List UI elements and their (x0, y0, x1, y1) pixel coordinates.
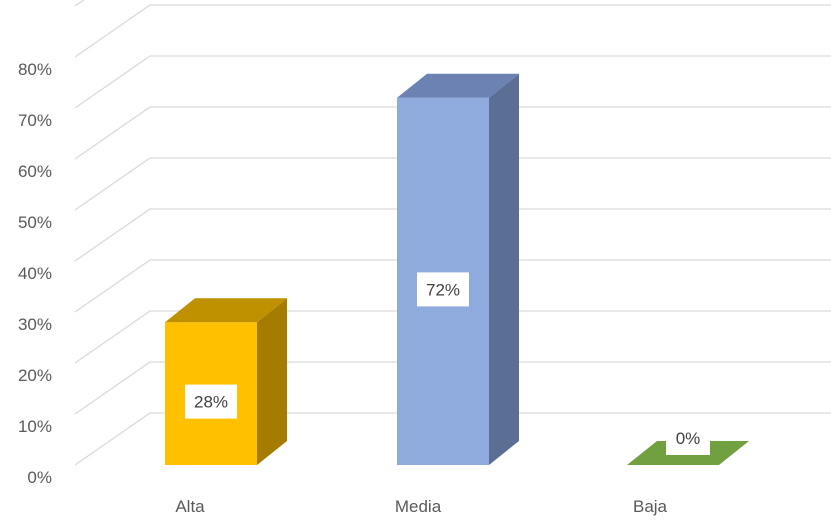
x-axis-categories: Alta Media Baja (175, 497, 667, 516)
bar-alta (165, 298, 287, 465)
data-label: 28% (185, 384, 237, 419)
x-category-label: Media (395, 497, 442, 516)
y-tick-label: 30% (18, 315, 52, 334)
y-tick-label: 0% (27, 468, 52, 487)
gridline (74, 106, 831, 160)
data-label-text: 28% (194, 393, 228, 412)
gridline (74, 4, 831, 58)
data-label-box (417, 272, 469, 307)
y-tick-label: 60% (18, 162, 52, 181)
bar-top (165, 298, 287, 323)
bar-side (257, 298, 287, 465)
y-tick-label: 10% (18, 417, 52, 436)
bar-media (397, 73, 519, 466)
bar-top (397, 73, 519, 98)
data-label-text: 72% (426, 280, 460, 299)
bar-side (489, 73, 519, 466)
x-category-label: Baja (633, 497, 668, 516)
gridline (74, 208, 831, 262)
gridline (74, 157, 831, 211)
y-tick-label: 40% (18, 264, 52, 283)
bars (165, 73, 749, 466)
gridline (74, 259, 831, 313)
data-labels: 28% 72% 0% (185, 272, 710, 455)
gridline (74, 310, 831, 364)
gridline (74, 55, 831, 109)
gridline (74, 361, 831, 415)
x-category-label: Alta (175, 497, 205, 516)
y-tick-label: 20% (18, 366, 52, 385)
data-label-text: 0% (676, 429, 701, 448)
data-label-box (185, 384, 237, 419)
gridlines (74, 0, 831, 466)
gridline (74, 412, 831, 466)
data-label-box (666, 421, 710, 455)
y-axis-ticks: 0% 10% 20% 30% 40% 50% 60% 70% 80% (18, 60, 52, 487)
y-tick-label: 80% (18, 60, 52, 79)
data-label: 72% (417, 272, 469, 307)
y-tick-label: 70% (18, 111, 52, 130)
y-tick-label: 50% (18, 213, 52, 232)
data-label: 0% (666, 421, 710, 455)
